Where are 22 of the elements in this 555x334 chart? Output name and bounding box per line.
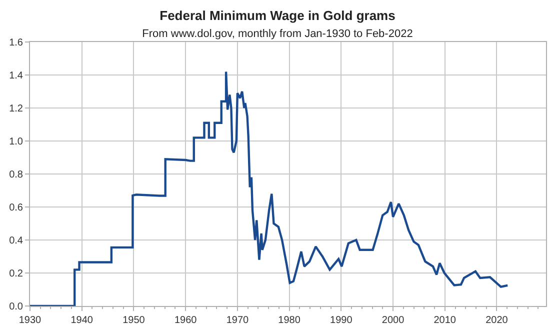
y-tick-label: 1.6 <box>9 38 24 48</box>
x-tick-label: 1950 <box>122 315 146 326</box>
y-tick-label: 0.2 <box>9 268 24 280</box>
y-tick-label: 0.8 <box>9 170 24 180</box>
chart-title: Federal Minimum Wage in Gold grams <box>160 8 396 24</box>
y-tick-label: 0.4 <box>9 236 24 246</box>
x-tick-label: 2020 <box>486 315 508 326</box>
x-tick-label: 2010 <box>434 315 456 326</box>
x-tick-label: 1980 <box>278 315 301 326</box>
x-tick-label: 1940 <box>70 315 94 326</box>
y-tick-label: 1.0 <box>9 136 24 148</box>
x-tick-label: 1960 <box>174 315 198 326</box>
x-tick-label: 1930 <box>18 315 42 326</box>
x-tick-label: 1990 <box>330 315 353 326</box>
x-tick-label: 2000 <box>382 315 405 326</box>
y-tick-label: 0.0 <box>9 302 24 312</box>
chart-subtitle: From www.dol.gov, monthly from Jan-1930 to Feb-2022 <box>142 28 413 40</box>
y-tick-label: 0.6 <box>9 202 24 214</box>
x-tick-label: 1970 <box>226 315 249 326</box>
line-series <box>30 70 509 306</box>
y-tick-label: 1.2 <box>9 104 24 114</box>
y-tick-label: 1.4 <box>9 70 24 82</box>
